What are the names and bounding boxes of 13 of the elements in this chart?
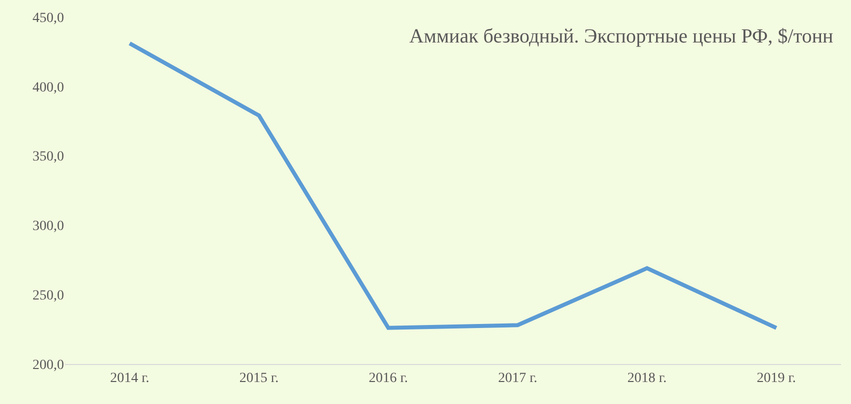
y-tick-label: 250,0 — [32, 288, 64, 304]
x-tick-label: 2015 г. — [239, 370, 279, 386]
x-tick-label: 2018 г. — [627, 370, 667, 386]
x-tick-label: 2016 г. — [368, 370, 408, 386]
y-tick-label: 400,0 — [32, 80, 64, 96]
y-tick-label: 200,0 — [32, 358, 64, 373]
y-tick-label: 450,0 — [32, 10, 64, 26]
x-tick-label: 2014 г. — [110, 370, 150, 386]
x-tick-label: 2019 г. — [756, 370, 796, 386]
chart-title: Аммиак безводный. Экспортные цены РФ, $/тонн — [409, 25, 834, 48]
y-tick-label: 300,0 — [32, 219, 64, 234]
x-tick-label: 2017 г. — [498, 370, 538, 386]
y-tick-label: 350,0 — [32, 150, 64, 165]
